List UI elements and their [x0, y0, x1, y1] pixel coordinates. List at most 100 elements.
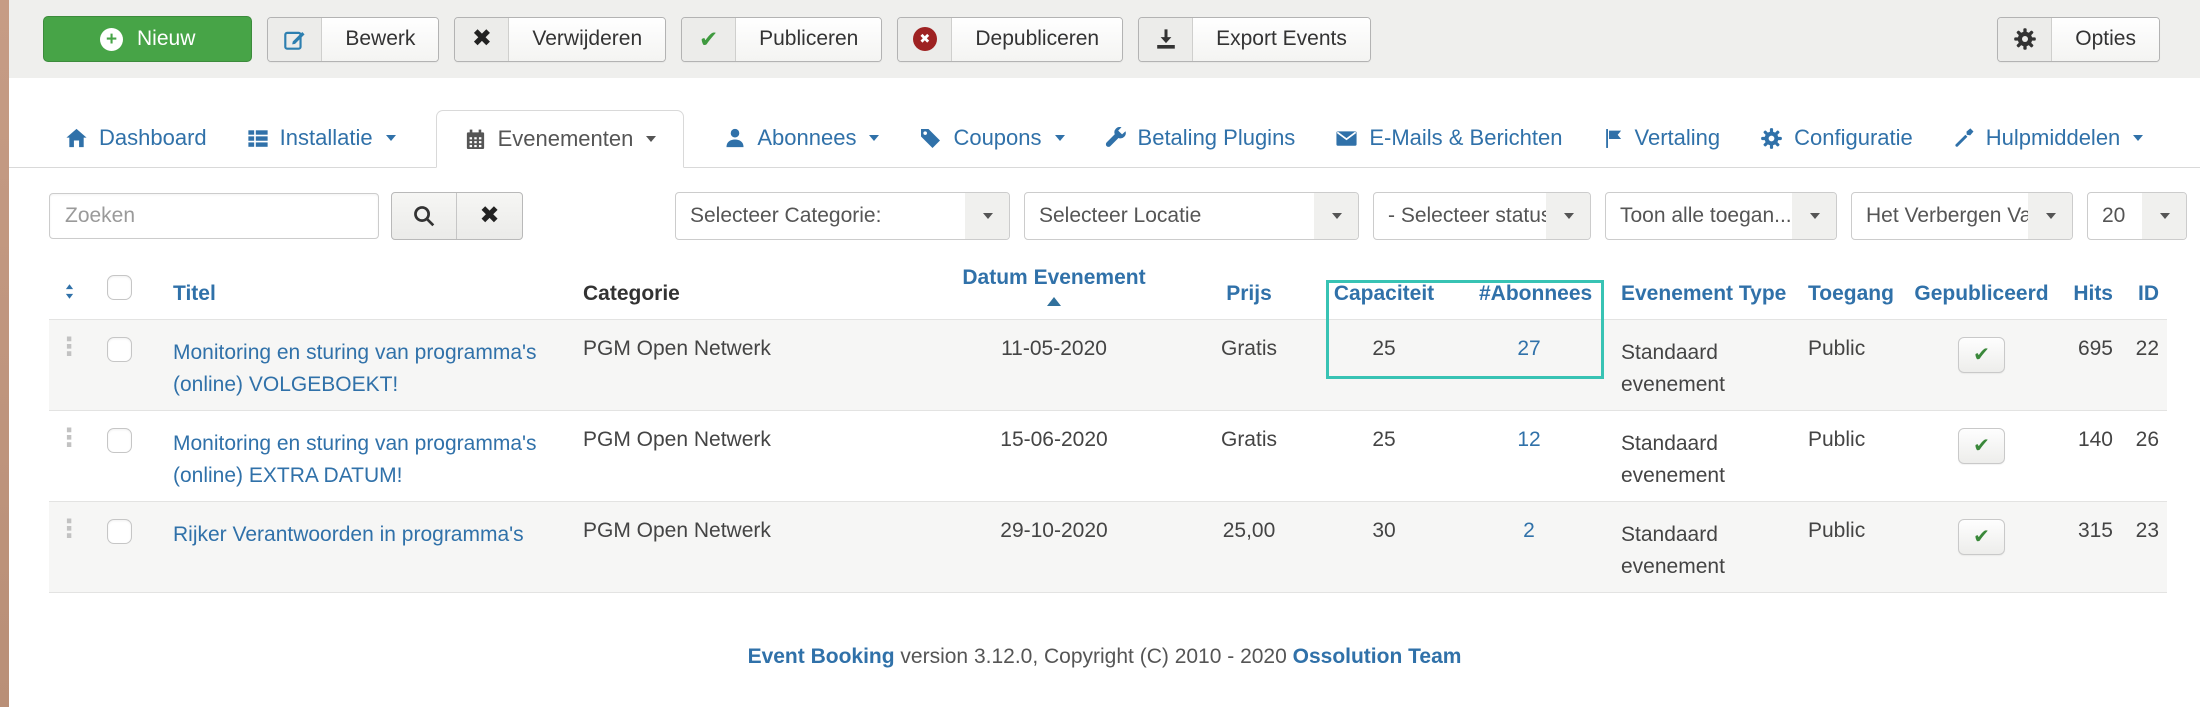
- capacity-cell: 25: [1372, 428, 1396, 451]
- status-filter-value: - Selecteer status -: [1388, 204, 1546, 227]
- tab-abonnees[interactable]: Abonnees: [724, 109, 880, 167]
- flag-icon: [1605, 128, 1621, 148]
- export-events-button[interactable]: Export Events: [1138, 16, 1371, 62]
- category-filter-value: Selecteer Categorie:: [690, 204, 882, 227]
- options-button[interactable]: Opties: [1997, 16, 2160, 62]
- titel-sort-header[interactable]: Titel: [173, 282, 216, 305]
- tab-label: Installatie: [279, 125, 373, 150]
- location-filter-value: Selecteer Locatie: [1039, 204, 1202, 227]
- search-input[interactable]: [49, 193, 379, 239]
- toegang-sort-header[interactable]: Toegang: [1808, 282, 1894, 305]
- gear-icon: [1761, 127, 1782, 149]
- tab-label: Betaling Plugins: [1137, 125, 1296, 150]
- gear-icon: [1998, 17, 2053, 61]
- list-limit-select[interactable]: 20: [2087, 192, 2187, 240]
- prijs-sort-header[interactable]: Prijs: [1226, 282, 1272, 305]
- status-filter-select[interactable]: - Selecteer status -: [1373, 192, 1591, 240]
- access-cell: Public: [1808, 428, 1866, 451]
- drag-handle-icon[interactable]: ⋮: [56, 515, 82, 543]
- export-events-label: Export Events: [1193, 17, 1370, 61]
- event-booking-link[interactable]: Event Booking: [747, 645, 895, 668]
- published-toggle[interactable]: ✔: [1958, 519, 2005, 555]
- select-all-checkbox[interactable]: [106, 275, 132, 300]
- event-title-link[interactable]: Monitoring en sturing van programma's (o…: [173, 432, 537, 487]
- tab-installatie[interactable]: Installatie: [247, 109, 396, 167]
- gepubliceerd-sort-header[interactable]: Gepubliceerd: [1914, 282, 2049, 305]
- tab-evenementen[interactable]: Evenementen: [435, 110, 685, 168]
- search-button[interactable]: [392, 193, 457, 239]
- list-limit-value: 20: [2102, 204, 2126, 227]
- subscribers-link[interactable]: 12: [1517, 428, 1541, 451]
- tab-coupons[interactable]: Coupons: [919, 109, 1065, 167]
- table-header-row: Titel Categorie Datum Evenement Prijs Ca…: [49, 252, 2167, 320]
- event-type-sort-header[interactable]: Evenement Type: [1621, 282, 1787, 305]
- check-icon: ✔: [1973, 526, 1990, 548]
- footer: Event Booking version 3.12.0, Copyright …: [9, 645, 2200, 669]
- price-cell: Gratis: [1220, 428, 1277, 451]
- event-title-link[interactable]: Rijker Verantwoorden in programma's: [173, 523, 524, 546]
- hidden-filter-value: Het Verbergen Va...: [1866, 204, 2028, 227]
- tab-label: Coupons: [953, 125, 1042, 150]
- access-filter-value: Toon alle toegan...: [1620, 204, 1792, 227]
- table-row: ⋮ Monitoring en sturing van programma's …: [49, 319, 2167, 411]
- published-toggle[interactable]: ✔: [1958, 428, 2005, 464]
- datum-header-label: Datum Evenement: [962, 266, 1146, 289]
- date-cell: 11-05-2020: [1001, 337, 1107, 360]
- row-checkbox[interactable]: [106, 519, 132, 544]
- tab-emails-berichten[interactable]: E-Mails & Berichten: [1335, 109, 1563, 167]
- id-sort-header[interactable]: ID: [2138, 282, 2159, 305]
- tab-betaling-plugins[interactable]: Betaling Plugins: [1105, 109, 1296, 167]
- edit-button-label: Bewerk: [322, 17, 439, 61]
- delete-button[interactable]: ✖ Verwijderen: [454, 16, 667, 62]
- delete-button-label: Verwijderen: [509, 17, 666, 61]
- ossolution-team-link[interactable]: Ossolution Team: [1292, 645, 1462, 668]
- cancel-circle-icon: ✖: [898, 17, 953, 61]
- footer-version-text: version 3.12.0, Copyright (C) 2010 - 202…: [894, 645, 1293, 668]
- list-icon: [248, 130, 268, 147]
- search-icon: [414, 206, 435, 227]
- clear-search-button[interactable]: ✖: [457, 193, 522, 239]
- capaciteit-sort-header[interactable]: Capaciteit: [1333, 282, 1435, 305]
- access-filter-select[interactable]: Toon alle toegan...: [1605, 192, 1837, 240]
- published-toggle[interactable]: ✔: [1958, 337, 2005, 373]
- row-checkbox[interactable]: [106, 428, 132, 453]
- sort-icon: [65, 284, 73, 299]
- drag-handle-icon[interactable]: ⋮: [56, 333, 82, 361]
- wrench-icon: [1105, 127, 1126, 147]
- ordering-sort-header[interactable]: [49, 252, 89, 320]
- event-title-link[interactable]: Monitoring en sturing van programma's (o…: [173, 341, 537, 396]
- row-checkbox[interactable]: [106, 337, 132, 362]
- capacity-cell: 30: [1372, 519, 1396, 542]
- id-cell: 23: [2135, 519, 2159, 542]
- drag-handle-icon[interactable]: ⋮: [56, 424, 82, 452]
- tab-label: Configuratie: [1794, 125, 1913, 150]
- calendar-icon: [466, 129, 484, 149]
- admin-page: + Nieuw Bewerk ✖ Verwijderen ✔ Publicere…: [9, 0, 2200, 669]
- chevron-down-icon: [2028, 193, 2072, 239]
- tab-label: Hulpmiddelen: [1985, 125, 2121, 150]
- tab-hulpmiddelen[interactable]: Hulpmiddelen: [1953, 109, 2144, 167]
- table-row: ⋮ Rijker Verantwoorden in programma's PG…: [49, 501, 2167, 593]
- unpublish-button-label: Depubliceren: [952, 17, 1123, 61]
- subscribers-link[interactable]: 27: [1517, 337, 1541, 360]
- new-button[interactable]: + Nieuw: [43, 16, 253, 62]
- tab-configuratie[interactable]: Configuratie: [1760, 109, 1913, 167]
- category-filter-select[interactable]: Selecteer Categorie:: [675, 192, 1010, 240]
- tab-vertaling[interactable]: Vertaling: [1603, 109, 1720, 167]
- hits-sort-header[interactable]: Hits: [2073, 282, 2113, 305]
- chevron-down-icon: [1314, 193, 1358, 239]
- subscribers-link[interactable]: 2: [1523, 519, 1535, 542]
- tools-icon: [1955, 128, 1974, 147]
- edit-button[interactable]: Bewerk: [267, 16, 440, 62]
- abonnees-sort-header[interactable]: #Abonnees: [1479, 282, 1593, 305]
- unpublish-button[interactable]: ✖ Depubliceren: [897, 16, 1124, 62]
- publish-button[interactable]: ✔ Publiceren: [681, 16, 883, 62]
- tab-dashboard[interactable]: Dashboard: [65, 109, 207, 167]
- location-filter-select[interactable]: Selecteer Locatie: [1024, 192, 1359, 240]
- id-cell: 26: [2135, 428, 2159, 451]
- hits-cell: 695: [2077, 337, 2113, 360]
- category-cell: PGM Open Netwerk: [583, 337, 771, 360]
- tab-label: Abonnees: [757, 125, 857, 150]
- datum-sort-header[interactable]: Datum Evenement: [962, 266, 1146, 306]
- hidden-filter-select[interactable]: Het Verbergen Va...: [1851, 192, 2073, 240]
